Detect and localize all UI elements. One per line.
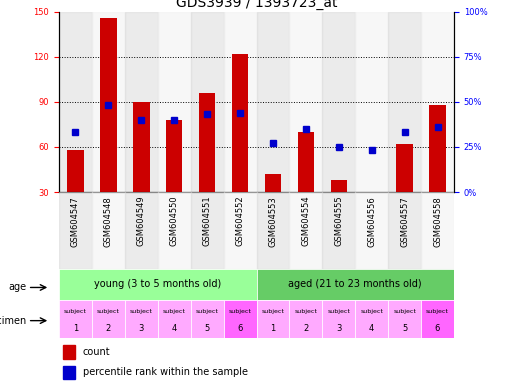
Text: 4: 4 <box>171 324 177 333</box>
Text: subject: subject <box>393 309 416 314</box>
Text: subject: subject <box>360 309 383 314</box>
Bar <box>355 192 388 269</box>
Bar <box>125 300 158 338</box>
Text: GSM604548: GSM604548 <box>104 196 113 247</box>
Text: subject: subject <box>229 309 251 314</box>
Text: GSM604551: GSM604551 <box>203 196 212 247</box>
Text: GSM604558: GSM604558 <box>433 196 442 247</box>
Bar <box>157 12 191 192</box>
Text: GSM604555: GSM604555 <box>334 196 343 247</box>
Text: subject: subject <box>426 309 449 314</box>
Text: 1: 1 <box>73 324 78 333</box>
Text: aged (21 to 23 months old): aged (21 to 23 months old) <box>288 279 422 289</box>
Bar <box>224 300 256 338</box>
Text: subject: subject <box>294 309 318 314</box>
Bar <box>63 345 75 359</box>
Text: subject: subject <box>163 309 186 314</box>
Bar <box>397 144 413 192</box>
Bar <box>322 12 355 192</box>
Bar <box>388 12 421 192</box>
Text: 3: 3 <box>139 324 144 333</box>
Text: GSM604554: GSM604554 <box>301 196 310 247</box>
Text: young (3 to 5 months old): young (3 to 5 months old) <box>94 279 222 289</box>
Bar <box>298 132 314 192</box>
Text: 3: 3 <box>336 324 342 333</box>
Text: 6: 6 <box>435 324 440 333</box>
Bar <box>355 12 388 192</box>
Text: 5: 5 <box>205 324 210 333</box>
Bar <box>199 93 215 192</box>
Text: GSM604552: GSM604552 <box>235 196 245 247</box>
Text: subject: subject <box>195 309 219 314</box>
Bar <box>125 12 157 192</box>
Bar <box>133 102 149 192</box>
Bar <box>289 300 322 338</box>
Text: 6: 6 <box>238 324 243 333</box>
Bar <box>92 192 125 269</box>
Bar <box>67 150 84 192</box>
Bar <box>322 192 355 269</box>
Text: percentile rank within the sample: percentile rank within the sample <box>83 367 248 377</box>
Bar <box>158 192 191 269</box>
Bar <box>191 192 224 269</box>
Bar <box>256 269 454 300</box>
Bar <box>191 12 224 192</box>
Text: GSM604550: GSM604550 <box>170 196 179 247</box>
Text: subject: subject <box>130 309 153 314</box>
Bar <box>224 12 256 192</box>
Text: count: count <box>83 347 110 357</box>
Bar <box>92 12 125 192</box>
Bar <box>59 12 92 192</box>
Bar <box>100 18 116 192</box>
Title: GDS3939 / 1393723_at: GDS3939 / 1393723_at <box>176 0 337 10</box>
Bar <box>125 192 158 269</box>
Bar <box>224 192 256 269</box>
Bar <box>429 105 446 192</box>
Bar <box>256 192 289 269</box>
Text: 2: 2 <box>303 324 308 333</box>
Text: subject: subject <box>97 309 120 314</box>
Bar <box>322 300 355 338</box>
Bar <box>388 300 421 338</box>
Text: subject: subject <box>262 309 284 314</box>
Text: subject: subject <box>64 309 87 314</box>
Bar <box>289 12 322 192</box>
Text: 1: 1 <box>270 324 275 333</box>
Bar <box>421 300 454 338</box>
Text: specimen: specimen <box>0 316 27 326</box>
Bar <box>158 300 191 338</box>
Text: subject: subject <box>327 309 350 314</box>
Bar <box>421 192 454 269</box>
Text: GSM604556: GSM604556 <box>367 196 376 247</box>
Text: 2: 2 <box>106 324 111 333</box>
Text: GSM604549: GSM604549 <box>137 196 146 247</box>
Bar <box>289 192 322 269</box>
Bar <box>256 300 289 338</box>
Text: GSM604553: GSM604553 <box>268 196 278 247</box>
Bar <box>421 12 454 192</box>
Bar <box>191 300 224 338</box>
Bar <box>166 120 183 192</box>
Bar <box>265 174 281 192</box>
Bar <box>59 269 256 300</box>
Bar <box>256 12 289 192</box>
Text: GSM604547: GSM604547 <box>71 196 80 247</box>
Bar <box>92 300 125 338</box>
Bar <box>330 180 347 192</box>
Text: age: age <box>8 283 27 293</box>
Bar <box>59 300 92 338</box>
Text: GSM604557: GSM604557 <box>400 196 409 247</box>
Bar <box>388 192 421 269</box>
Bar <box>59 192 92 269</box>
Bar <box>232 54 248 192</box>
Bar <box>355 300 388 338</box>
Bar <box>63 366 75 379</box>
Text: 5: 5 <box>402 324 407 333</box>
Text: 4: 4 <box>369 324 374 333</box>
